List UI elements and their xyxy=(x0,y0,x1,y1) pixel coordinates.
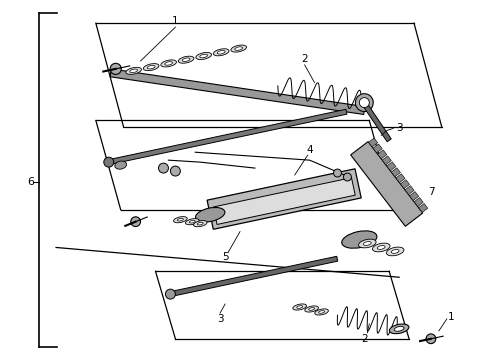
Ellipse shape xyxy=(196,53,212,59)
Text: 1: 1 xyxy=(447,312,454,322)
Circle shape xyxy=(104,157,114,167)
Polygon shape xyxy=(368,138,378,147)
Text: 7: 7 xyxy=(428,187,434,197)
Circle shape xyxy=(110,63,122,75)
Ellipse shape xyxy=(372,243,390,252)
Ellipse shape xyxy=(235,47,243,50)
Text: 3: 3 xyxy=(217,314,223,324)
Text: 4: 4 xyxy=(306,145,313,155)
Ellipse shape xyxy=(213,49,229,56)
Polygon shape xyxy=(382,156,392,165)
Circle shape xyxy=(158,163,169,173)
Ellipse shape xyxy=(305,306,318,312)
Ellipse shape xyxy=(342,231,377,248)
Ellipse shape xyxy=(390,324,409,334)
Circle shape xyxy=(343,173,351,181)
Ellipse shape xyxy=(126,67,142,75)
Ellipse shape xyxy=(391,249,399,253)
Ellipse shape xyxy=(377,246,385,249)
Polygon shape xyxy=(213,178,355,224)
Ellipse shape xyxy=(217,50,225,54)
Circle shape xyxy=(334,169,342,177)
Ellipse shape xyxy=(182,58,190,62)
Polygon shape xyxy=(207,169,361,229)
Ellipse shape xyxy=(359,98,369,108)
Polygon shape xyxy=(170,256,338,297)
Ellipse shape xyxy=(318,311,324,313)
Polygon shape xyxy=(414,198,423,207)
Ellipse shape xyxy=(200,54,208,58)
Circle shape xyxy=(166,289,175,299)
Text: 2: 2 xyxy=(361,334,368,344)
Polygon shape xyxy=(405,186,414,195)
Polygon shape xyxy=(418,203,428,212)
Ellipse shape xyxy=(309,308,315,310)
Ellipse shape xyxy=(344,232,374,247)
Text: 3: 3 xyxy=(396,123,402,134)
Text: 6: 6 xyxy=(28,177,35,187)
Polygon shape xyxy=(392,168,400,177)
Polygon shape xyxy=(360,99,391,142)
Ellipse shape xyxy=(231,45,246,52)
Ellipse shape xyxy=(297,306,303,308)
Polygon shape xyxy=(396,174,405,183)
Polygon shape xyxy=(351,141,423,226)
Ellipse shape xyxy=(196,207,225,222)
Circle shape xyxy=(131,217,141,226)
Ellipse shape xyxy=(177,219,183,221)
Ellipse shape xyxy=(197,222,203,225)
Polygon shape xyxy=(110,69,365,114)
Ellipse shape xyxy=(115,161,126,169)
Polygon shape xyxy=(108,109,347,165)
Ellipse shape xyxy=(165,62,172,65)
Ellipse shape xyxy=(130,69,138,73)
Ellipse shape xyxy=(355,94,373,112)
Polygon shape xyxy=(400,180,410,189)
Ellipse shape xyxy=(386,247,404,256)
Text: 2: 2 xyxy=(301,54,308,64)
Circle shape xyxy=(171,166,180,176)
Ellipse shape xyxy=(178,56,194,63)
Polygon shape xyxy=(387,162,396,171)
Text: 5: 5 xyxy=(222,252,228,262)
Text: 1: 1 xyxy=(172,16,179,26)
Polygon shape xyxy=(410,192,418,201)
Circle shape xyxy=(426,334,436,344)
Polygon shape xyxy=(378,150,387,159)
Ellipse shape xyxy=(359,239,376,248)
Ellipse shape xyxy=(147,66,155,69)
Ellipse shape xyxy=(189,220,195,223)
Ellipse shape xyxy=(144,64,159,71)
Polygon shape xyxy=(373,144,382,153)
Ellipse shape xyxy=(194,221,207,227)
Ellipse shape xyxy=(173,217,187,223)
Ellipse shape xyxy=(315,309,328,315)
Ellipse shape xyxy=(161,60,176,67)
Ellipse shape xyxy=(394,327,404,331)
Ellipse shape xyxy=(364,242,371,246)
Ellipse shape xyxy=(186,219,199,225)
Ellipse shape xyxy=(293,304,307,310)
